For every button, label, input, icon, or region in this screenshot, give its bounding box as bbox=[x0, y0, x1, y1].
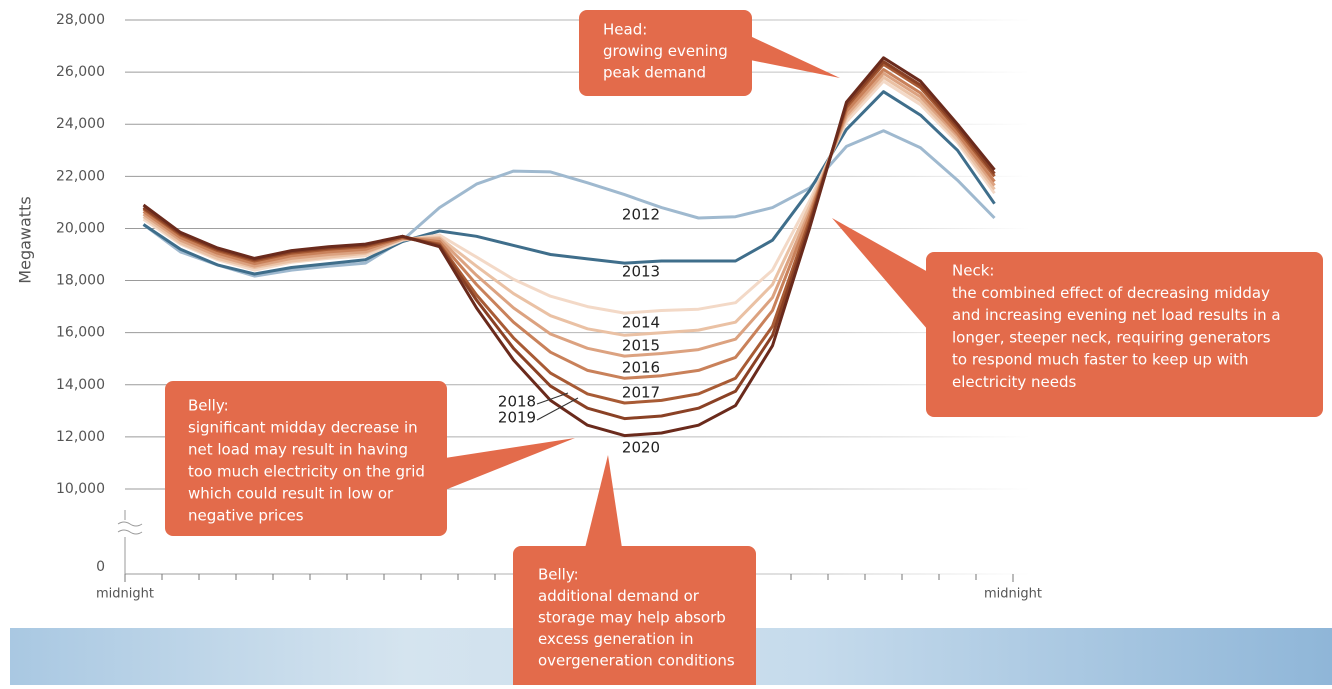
y-tick-label: 0 bbox=[96, 559, 105, 575]
callout-text: additional demand or bbox=[538, 587, 700, 605]
y-tick-label: 28,000 bbox=[56, 12, 105, 28]
annotations: Head: growing evening peak demand Neck: the … bbox=[165, 10, 1323, 689]
callout-text: negative prices bbox=[188, 507, 304, 525]
y-tick-label: 14,000 bbox=[56, 377, 105, 393]
callout-text: the combined effect of decreasing midday bbox=[952, 284, 1270, 302]
callout-text: net load may result in having bbox=[188, 441, 408, 459]
leader-line bbox=[536, 392, 569, 405]
series-line bbox=[142, 56, 996, 438]
callout-text: excess generation in bbox=[538, 630, 693, 648]
series-label: 2015 bbox=[622, 337, 660, 355]
callout-pointer bbox=[445, 438, 575, 490]
callout-text: peak demand bbox=[603, 64, 706, 82]
callout-text: too much electricity on the grid bbox=[188, 463, 425, 481]
y-tick-label: 26,000 bbox=[56, 64, 105, 80]
series-label: 2016 bbox=[622, 359, 660, 377]
callout-text: longer, steeper neck, requiring generato… bbox=[952, 328, 1271, 346]
series-label: 2020 bbox=[622, 439, 660, 457]
callout: Belly: additional demand or storage may he… bbox=[513, 455, 756, 689]
axis-break bbox=[117, 521, 143, 535]
y-tick-label: 20,000 bbox=[56, 220, 105, 236]
callout-title: Belly: bbox=[538, 566, 579, 584]
callout-text: to respond much faster to keep up with bbox=[952, 351, 1249, 369]
y-tick-label: 16,000 bbox=[56, 325, 105, 341]
x-tick-label: midnight bbox=[984, 587, 1042, 602]
series-line bbox=[142, 68, 996, 380]
series-line bbox=[142, 71, 996, 358]
y-axis-label: Megawatts bbox=[16, 196, 35, 283]
leader-line bbox=[536, 397, 579, 421]
callout: Head: growing evening peak demand bbox=[579, 10, 840, 96]
series-line bbox=[142, 129, 996, 278]
callout: Belly: significant midday decrease in net … bbox=[165, 381, 575, 536]
y-tick-label: 24,000 bbox=[56, 116, 105, 132]
series-label: 2017 bbox=[622, 384, 660, 402]
callout-text: storage may help absorb bbox=[538, 609, 726, 627]
x-tick-label: midnight bbox=[96, 587, 154, 602]
callout: Neck: the combined effect of decreasing m… bbox=[832, 218, 1323, 417]
callout-box bbox=[926, 252, 1323, 417]
series-label: 2012 bbox=[622, 206, 660, 224]
series-label: 2013 bbox=[622, 263, 660, 281]
series-line bbox=[142, 62, 996, 405]
callout-text: significant midday decrease in bbox=[188, 419, 418, 437]
callout-text: growing evening bbox=[603, 42, 728, 60]
y-tick-label: 18,000 bbox=[56, 273, 105, 289]
y-tick-label: 12,000 bbox=[56, 429, 105, 445]
series-line bbox=[142, 79, 996, 315]
series-line bbox=[142, 75, 996, 337]
callout-box bbox=[165, 381, 447, 536]
series-label: 2014 bbox=[622, 314, 660, 332]
callout-text: and increasing evening net load results … bbox=[952, 306, 1281, 324]
callout-text: which could result in low or bbox=[188, 485, 394, 503]
series-line bbox=[142, 90, 996, 276]
lines bbox=[142, 56, 996, 438]
callout-title: Belly: bbox=[188, 397, 229, 415]
callout-box bbox=[513, 546, 756, 689]
callout-title: Neck: bbox=[952, 262, 994, 280]
callout-text: electricity needs bbox=[952, 373, 1077, 391]
callout-pointer bbox=[832, 218, 928, 330]
callout-pointer bbox=[585, 455, 622, 548]
callout-title: Head: bbox=[603, 21, 647, 39]
y-tick-label: 10,000 bbox=[56, 481, 105, 497]
series-label: 2019 bbox=[498, 409, 536, 427]
callout-box bbox=[579, 10, 752, 96]
series-label: 2018 bbox=[498, 393, 536, 411]
y-tick-label: 22,000 bbox=[56, 168, 105, 184]
callout-pointer bbox=[750, 36, 840, 78]
callout-text: overgeneration conditions bbox=[538, 652, 735, 670]
